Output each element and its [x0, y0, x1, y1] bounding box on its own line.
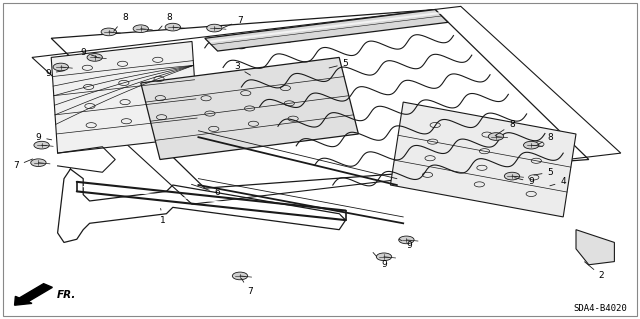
Text: 1: 1 [161, 209, 166, 225]
Circle shape [207, 24, 222, 32]
Polygon shape [141, 57, 358, 160]
Text: 8: 8 [495, 120, 515, 136]
Circle shape [165, 23, 180, 31]
Text: 7: 7 [241, 278, 252, 296]
Polygon shape [51, 41, 198, 153]
Circle shape [34, 141, 49, 149]
Text: 9: 9 [515, 177, 534, 186]
FancyArrow shape [15, 284, 52, 305]
Text: 3: 3 [234, 63, 250, 75]
Text: 9: 9 [45, 69, 65, 78]
Text: 4: 4 [550, 177, 566, 186]
Text: 8: 8 [159, 13, 172, 30]
Circle shape [101, 28, 116, 36]
Text: 2: 2 [584, 262, 604, 280]
Circle shape [53, 63, 68, 71]
Polygon shape [576, 230, 614, 265]
Text: 9: 9 [36, 133, 52, 142]
Text: 7: 7 [13, 159, 33, 170]
Circle shape [376, 253, 392, 261]
Circle shape [133, 25, 148, 33]
Text: FR.: FR. [56, 290, 76, 300]
Polygon shape [205, 10, 448, 51]
Text: 8: 8 [537, 133, 553, 145]
Circle shape [504, 172, 520, 180]
Polygon shape [390, 102, 576, 217]
Circle shape [87, 54, 102, 61]
Circle shape [232, 272, 248, 280]
Text: SDA4-B4020: SDA4-B4020 [573, 304, 627, 313]
Text: 5: 5 [329, 59, 348, 68]
Text: 7: 7 [223, 16, 243, 28]
Circle shape [31, 159, 46, 167]
Circle shape [399, 236, 414, 244]
Text: 5: 5 [534, 168, 553, 177]
Circle shape [524, 141, 539, 149]
Circle shape [488, 133, 504, 140]
Text: 9: 9 [399, 239, 412, 250]
Text: 6: 6 [191, 184, 220, 197]
Text: 9: 9 [81, 48, 97, 57]
Text: 8: 8 [114, 13, 127, 31]
Text: 9: 9 [373, 253, 387, 269]
